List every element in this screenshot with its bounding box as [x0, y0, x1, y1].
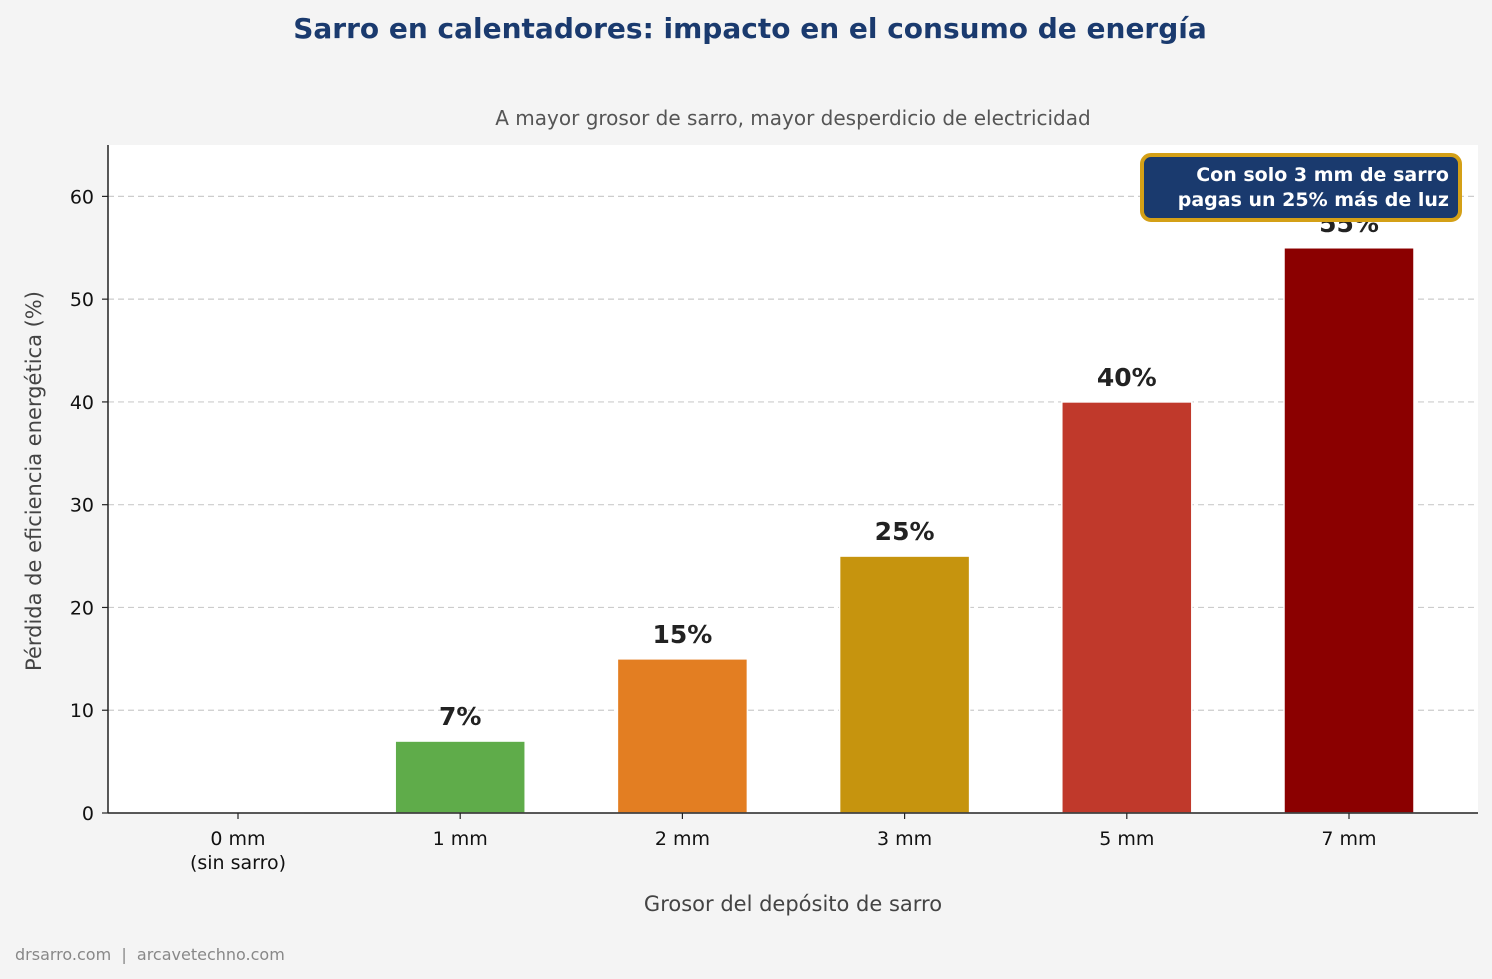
x-tick-label: 2 mm: [655, 828, 710, 850]
x-tick-label: 7 mm: [1321, 828, 1376, 850]
footer-sources: drsarro.com | arcavetechno.com: [15, 945, 285, 964]
value-labels: 7%15%25%40%55%: [439, 209, 1379, 731]
x-tick-label: 5 mm: [1099, 828, 1154, 850]
y-tick-label: 40: [70, 392, 94, 414]
x-tick-label: 1 mm: [433, 828, 488, 850]
y-ticks: 0 10 20 30 40 50 60: [70, 186, 108, 825]
bar-value-label-4: 40%: [1097, 363, 1157, 392]
x-tick-label: 0 mm: [210, 828, 265, 850]
bar-value-label-2: 15%: [652, 620, 712, 649]
annotation-box: [1140, 153, 1462, 222]
x-axis-label: Grosor del depósito de sarro: [644, 892, 942, 916]
x-tick-label: 3 mm: [877, 828, 932, 850]
y-tick-label: 0: [82, 803, 94, 825]
bar-1: [394, 740, 526, 814]
annotation-line-2: pagas un 25% más de luz: [1178, 189, 1449, 211]
y-tick-label: 50: [70, 289, 94, 311]
x-tick-label: (sin sarro): [190, 852, 286, 874]
bar-5: [1283, 247, 1415, 814]
y-tick-label: 60: [70, 186, 94, 208]
bar-value-label-1: 7%: [439, 702, 481, 731]
y-tick-label: 30: [70, 495, 94, 517]
chart-subtitle: A mayor grosor de sarro, mayor desperdic…: [495, 106, 1090, 130]
y-tick-label: 20: [70, 597, 94, 619]
annotation-line-1: Con solo 3 mm de sarro: [1196, 164, 1449, 186]
y-tick-label: 10: [70, 700, 94, 722]
bar-4: [1061, 401, 1193, 814]
y-axis-label: Pérdida de eficiencia energética (%): [22, 291, 46, 671]
bar-2: [616, 658, 749, 814]
bar-3: [838, 555, 971, 814]
annotation-callout: Con solo 3 mm de sarro pagas un 25% más …: [1140, 153, 1462, 222]
bar-value-label-3: 25%: [875, 517, 935, 546]
chart-title: Sarro en calentadores: impacto en el con…: [293, 12, 1207, 45]
x-ticks: 0 mm(sin sarro) 1 mm 2 mm 3 mm 5 mm 7 mm: [190, 813, 1377, 874]
plot-area: [108, 145, 1478, 813]
